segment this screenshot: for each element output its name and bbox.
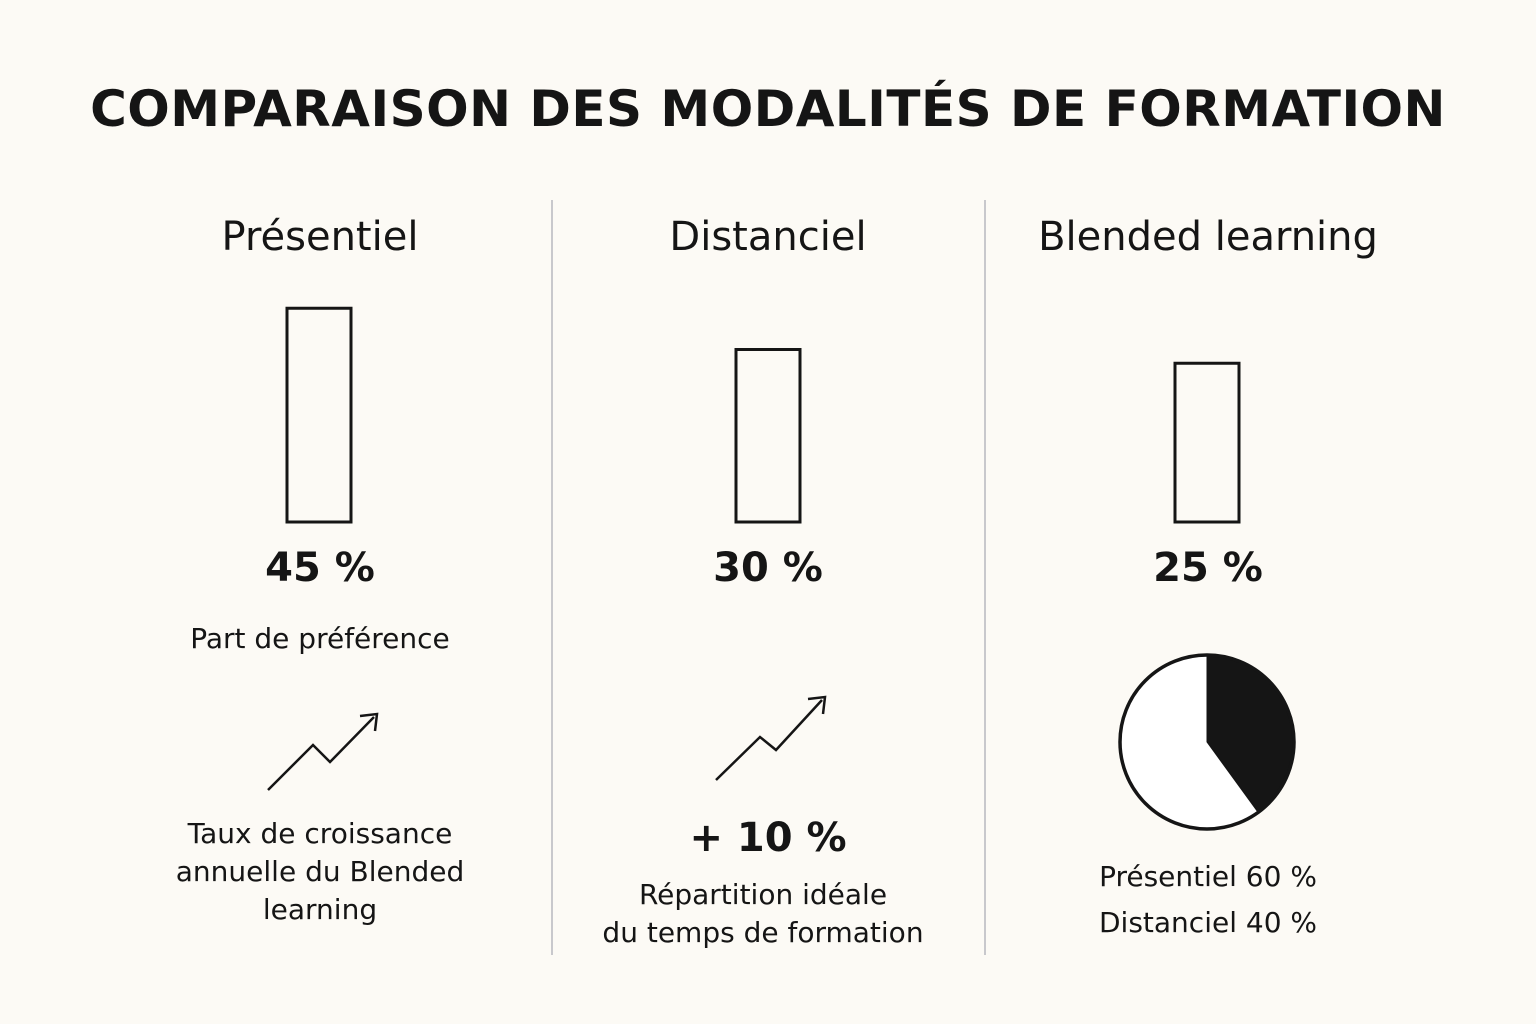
pie-legend-distanciel: Distanciel 40 % [1098, 906, 1318, 939]
footer-line: Taux de croissance [187, 817, 453, 850]
trend-up-arrow-icon [267, 716, 375, 791]
pie-legend-presentiel: Présentiel 60 % [1099, 860, 1317, 893]
pie-legend: Présentiel 60 % Distanciel 40 % [1008, 854, 1408, 946]
column-divider [551, 200, 553, 955]
footer-line: annuelle du Blended [175, 855, 465, 888]
caption: Part de préférence [190, 622, 450, 655]
footer-line: du temps de formation [602, 916, 924, 949]
page-title: COMPARAISON DES MODALITÉS DE FORMATION [90, 80, 1446, 138]
column-heading: Distanciel [669, 214, 867, 260]
footer-line: Répartition idéale [638, 878, 888, 911]
bar-value-label: 25 % [1153, 545, 1263, 591]
trend-up-arrow-icon [715, 699, 823, 781]
bar-1 [285, 306, 353, 524]
trend-up-arrow-head [807, 695, 827, 715]
footer-text: Répartition idéale du temps de formation [563, 876, 963, 952]
column-distanciel: Distanciel 30 % + 10 % Répartition idéal… [568, 0, 968, 1024]
column-heading: Présentiel [221, 214, 419, 260]
bar-value-label: 45 % [265, 545, 375, 591]
column-presentiel: Présentiel 45 % Part de préférence Taux … [120, 0, 520, 1024]
column-divider [984, 200, 986, 955]
column-heading: Blended learning [1038, 214, 1378, 260]
column-blended: Blended learning 25 % Présentiel 60 % Di… [1008, 0, 1408, 1024]
bar-value-label: 30 % [713, 545, 823, 591]
bar-3 [1173, 361, 1241, 524]
growth-label: + 10 % [689, 815, 847, 861]
footer-text: Taux de croissance annuelle du Blended l… [120, 815, 520, 929]
footer-line: learning [262, 893, 378, 926]
trend-up-arrow-head [359, 712, 379, 732]
bar-2 [734, 348, 802, 524]
pie-outline [1118, 653, 1296, 831]
